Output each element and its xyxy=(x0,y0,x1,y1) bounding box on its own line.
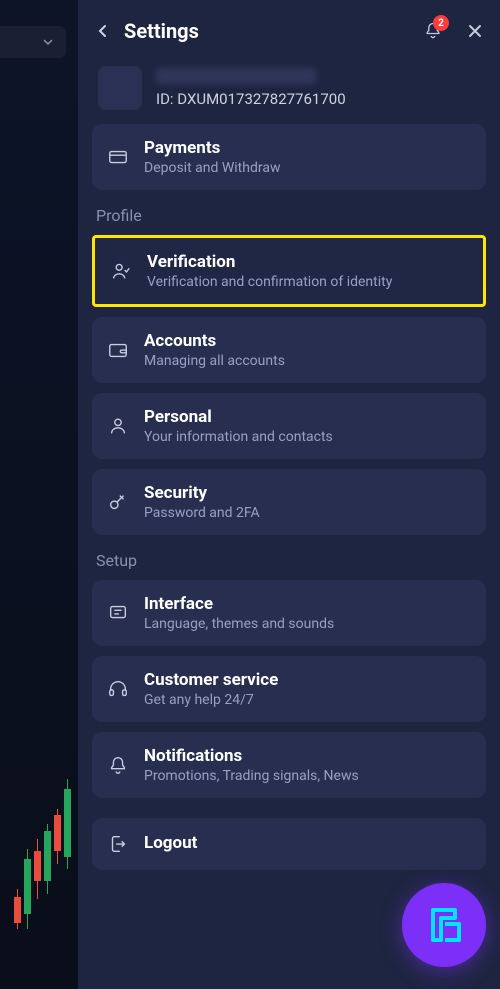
menu-item-notifications[interactable]: Notifications Promotions, Trading signal… xyxy=(92,732,486,798)
menu-item-logout[interactable]: Logout xyxy=(92,818,486,870)
item-title: Payments xyxy=(144,138,472,158)
card-icon xyxy=(106,145,130,169)
section-label-setup: Setup xyxy=(96,551,482,570)
item-subtitle: Language, themes and sounds xyxy=(144,616,472,632)
key-icon xyxy=(106,490,130,514)
item-title: Interface xyxy=(144,594,472,614)
back-button[interactable] xyxy=(92,20,114,42)
menu-item-personal[interactable]: Personal Your information and contacts xyxy=(92,393,486,459)
item-subtitle: Get any help 24/7 xyxy=(144,692,472,708)
avatar xyxy=(98,66,142,110)
logo-icon xyxy=(419,900,469,950)
account-name-redacted xyxy=(156,68,316,84)
menu-item-verification[interactable]: Verification Verification and confirmati… xyxy=(92,235,486,307)
bell-outline-icon xyxy=(106,753,130,777)
menu-item-payments[interactable]: Payments Deposit and Withdraw xyxy=(92,124,486,190)
wallet-icon xyxy=(106,338,130,362)
item-title: Logout xyxy=(144,833,472,853)
person-icon xyxy=(106,414,130,438)
headset-icon xyxy=(106,677,130,701)
logout-icon xyxy=(106,832,130,856)
support-fab[interactable] xyxy=(402,883,486,967)
menu-item-security[interactable]: Security Password and 2FA xyxy=(92,469,486,535)
menu-item-customer-service[interactable]: Customer service Get any help 24/7 xyxy=(92,656,486,722)
item-subtitle: Verification and confirmation of identit… xyxy=(147,274,469,290)
item-subtitle: Your information and contacts xyxy=(144,429,472,445)
item-subtitle: Password and 2FA xyxy=(144,505,472,521)
settings-panel: Settings 2 ID: DXUM017327827761700 Payme… xyxy=(78,0,500,989)
panel-header: Settings 2 xyxy=(92,18,486,44)
item-title: Verification xyxy=(147,252,469,272)
account-summary[interactable]: ID: DXUM017327827761700 xyxy=(92,60,486,124)
menu-item-interface[interactable]: Interface Language, themes and sounds xyxy=(92,580,486,646)
item-title: Accounts xyxy=(144,331,472,351)
chevron-left-icon xyxy=(95,23,111,39)
close-button[interactable] xyxy=(464,20,486,42)
item-subtitle: Promotions, Trading signals, News xyxy=(144,768,472,784)
item-subtitle: Managing all accounts xyxy=(144,353,472,369)
account-id: ID: DXUM017327827761700 xyxy=(156,90,346,108)
chevron-down-icon xyxy=(42,36,54,48)
candlestick-preview xyxy=(10,779,76,939)
timeframe-dropdown[interactable] xyxy=(0,26,66,58)
interface-icon xyxy=(106,601,130,625)
section-label-profile: Profile xyxy=(96,206,482,225)
notification-badge: 2 xyxy=(433,15,449,31)
background-chart-strip xyxy=(0,0,78,989)
item-subtitle: Deposit and Withdraw xyxy=(144,160,472,176)
close-icon xyxy=(467,23,483,39)
verify-person-icon xyxy=(109,259,133,283)
item-title: Personal xyxy=(144,407,472,427)
item-title: Customer service xyxy=(144,670,472,690)
notifications-button[interactable]: 2 xyxy=(420,18,446,44)
item-title: Security xyxy=(144,483,472,503)
page-title: Settings xyxy=(124,19,410,43)
menu-item-accounts[interactable]: Accounts Managing all accounts xyxy=(92,317,486,383)
item-title: Notifications xyxy=(144,746,472,766)
